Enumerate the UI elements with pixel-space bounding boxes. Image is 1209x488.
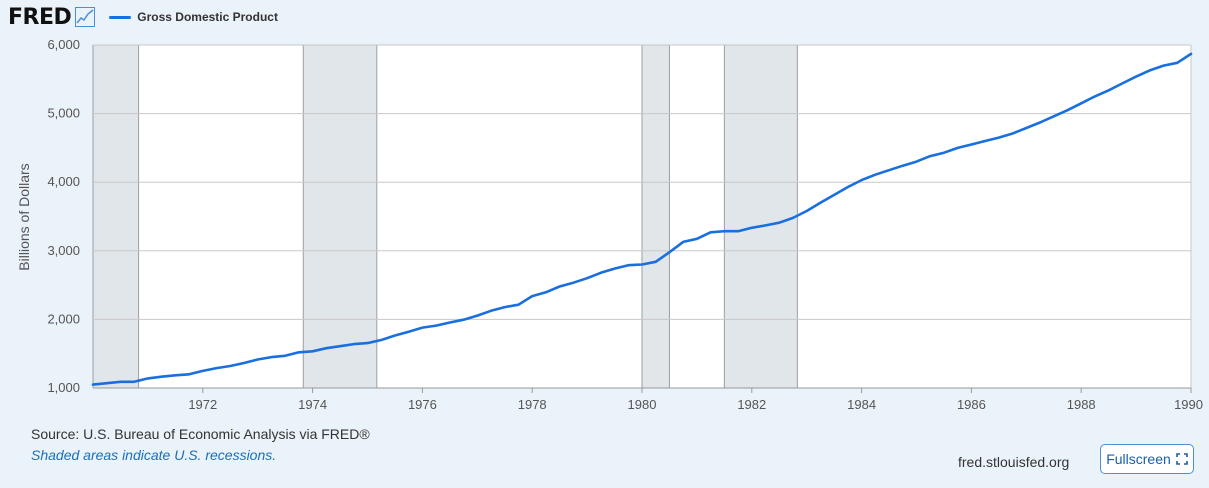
x-tick-label: 1986 <box>957 397 986 412</box>
y-tick-label: 6,000 <box>47 37 80 52</box>
recession-band <box>93 45 139 388</box>
y-tick-label: 5,000 <box>47 106 80 121</box>
site-link[interactable]: fred.stlouisfed.org <box>958 454 1070 470</box>
expand-icon <box>1175 453 1188 465</box>
recession-band <box>724 45 798 388</box>
recession-shading <box>92 45 798 388</box>
gdp-series-line[interactable] <box>91 52 1193 386</box>
x-tick-label: 1972 <box>188 397 217 412</box>
x-axis-ticks: 1972 1974 1976 1978 1980 1982 1984 1986 1988 1990 <box>188 388 1203 412</box>
y-tick-label: 1,000 <box>47 380 80 395</box>
legend-label: Gross Domestic Product <box>137 10 278 24</box>
y-tick-label: 4,000 <box>47 174 80 189</box>
chart-header: FRED Gross Domestic Product <box>8 4 278 30</box>
recession-band <box>642 45 670 388</box>
y-tick-label: 3,000 <box>47 243 80 258</box>
recession-note: Shaded areas indicate U.S. recessions. <box>31 447 277 463</box>
chart-legend: Gross Domestic Product <box>109 10 278 24</box>
x-tick-label: 1984 <box>847 397 876 412</box>
series-layer <box>91 52 1193 386</box>
x-tick-label: 1988 <box>1067 397 1096 412</box>
source-note: Source: U.S. Bureau of Economic Analysis… <box>31 426 370 442</box>
x-tick-label: 1982 <box>737 397 766 412</box>
x-tick-label: 1980 <box>628 397 657 412</box>
trend-chart-icon <box>75 7 96 27</box>
y-axis-label: Billions of Dollars <box>16 163 32 270</box>
recession-band <box>303 45 377 388</box>
x-tick-label: 1978 <box>518 397 547 412</box>
fullscreen-button[interactable]: Fullscreen <box>1100 444 1194 474</box>
legend-swatch <box>109 15 132 19</box>
fred-logo[interactable]: FRED <box>8 4 72 30</box>
x-tick-label: 1976 <box>408 397 437 412</box>
x-tick-label: 1990 <box>1174 397 1203 412</box>
x-tick-label: 1974 <box>298 397 327 412</box>
y-axis-ticks: 1,000 2,000 3,000 4,000 5,000 6,000 <box>47 37 80 395</box>
y-tick-label: 2,000 <box>47 311 80 326</box>
fullscreen-label: Fullscreen <box>1106 451 1171 467</box>
